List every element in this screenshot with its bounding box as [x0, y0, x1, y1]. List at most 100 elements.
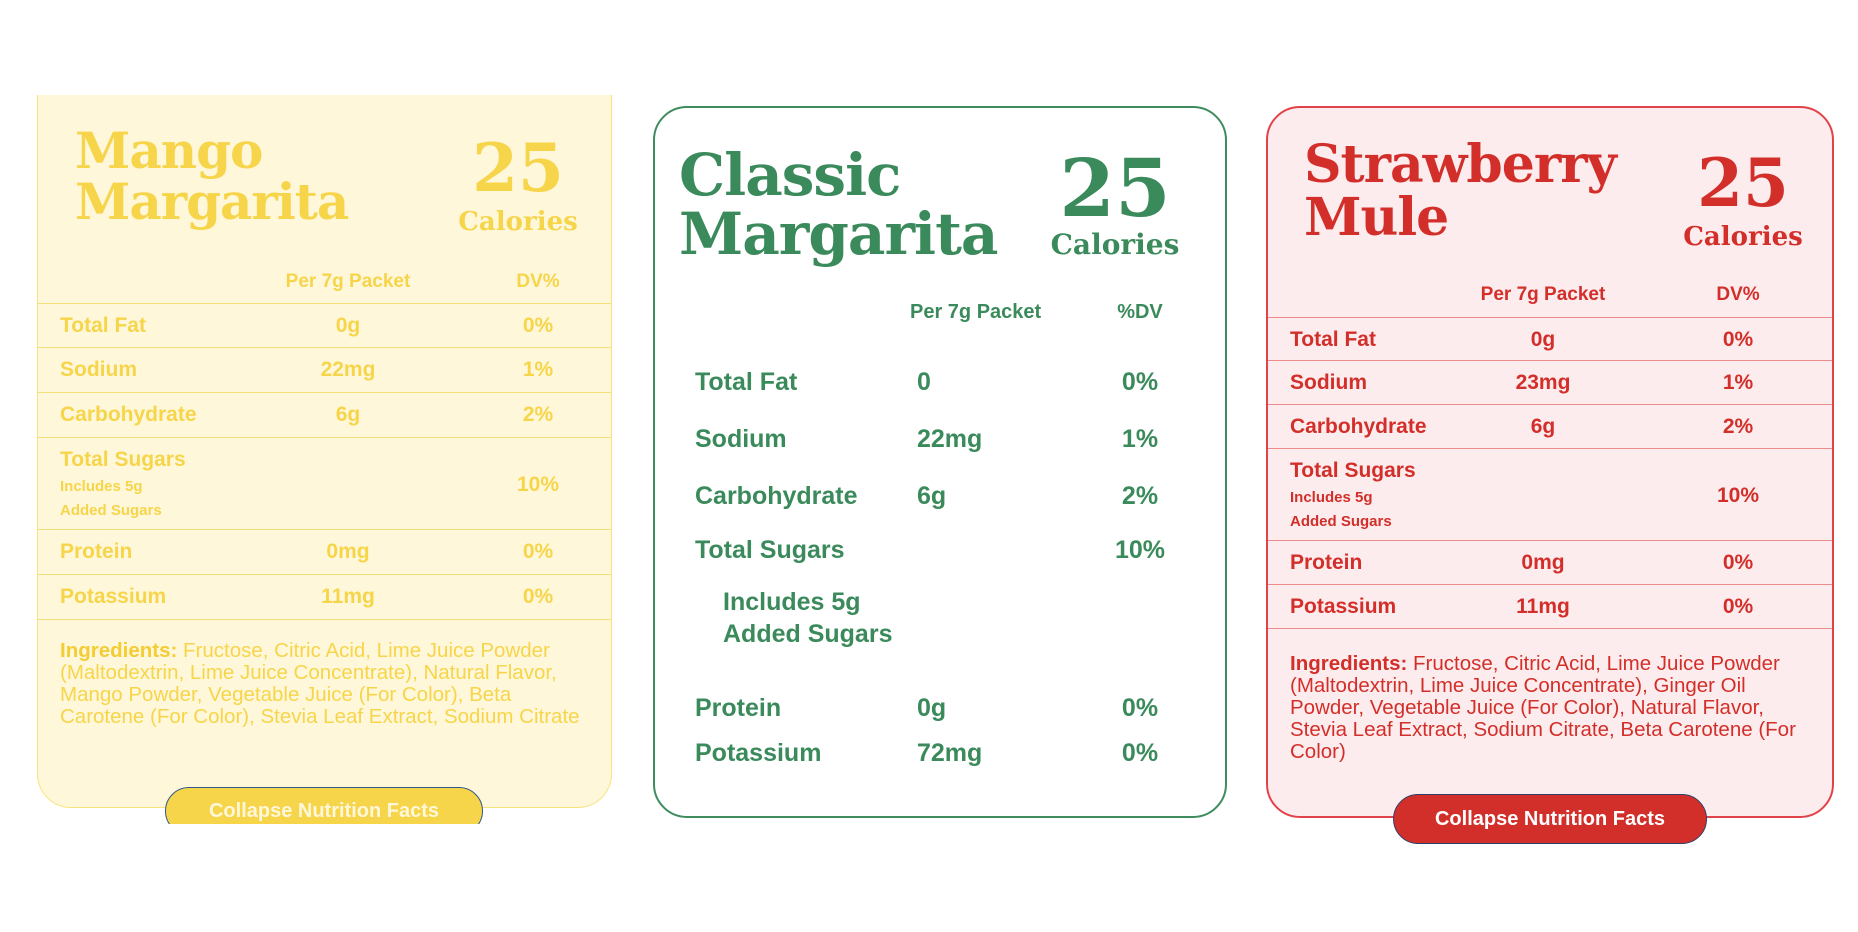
- nutrient-value: 0mg: [1521, 551, 1565, 574]
- nutrient-value: 23mg: [1515, 371, 1571, 394]
- nutrient-label: Total Sugars: [695, 536, 845, 564]
- card-title: Mango Margarita: [75, 121, 349, 231]
- nutrient-dv: 0%: [1722, 328, 1754, 351]
- nutrient-label: Potassium: [695, 739, 822, 767]
- nutrient-label: Potassium: [1290, 595, 1397, 618]
- nutrient-value: 6g: [1530, 415, 1556, 438]
- nutrient-label: Added Sugars: [723, 620, 893, 648]
- nutrient-dv: 1%: [1121, 425, 1159, 453]
- nutrient-value: 0g: [917, 694, 947, 722]
- nutrient-row-potassium: Potassium 11mg 0%: [38, 575, 611, 620]
- nutrient-value: 0g: [335, 314, 361, 337]
- nutrient-dv: 0%: [1722, 595, 1754, 618]
- nutrient-dv: 0%: [1121, 368, 1159, 396]
- calories-value: 25: [1697, 144, 1789, 222]
- nutrition-card-strawberry-mule: Strawberry Mule 25 Calories Per 7g Packe…: [1266, 106, 1834, 818]
- nutrient-row-sodium: Sodium 23mg 1%: [1268, 361, 1832, 405]
- nutrient-row-total-fat: Total Fat 0g 0%: [38, 303, 611, 348]
- column-header-per-packet: Per 7g Packet: [1480, 284, 1606, 305]
- nutrient-row-added-sugars: Includes 5g Added Sugars: [655, 588, 1225, 658]
- ingredients-label: Ingredients:: [1290, 652, 1408, 675]
- nutrient-sub-label: Includes 5g: [1290, 489, 1373, 506]
- nutrient-row-carbohydrate: Carbohydrate 6g 2%: [1268, 405, 1832, 449]
- nutrient-sub-label: Includes 5g: [60, 478, 143, 495]
- nutrient-value: 0g: [1530, 328, 1556, 351]
- card-title-line-2: Margarita: [679, 200, 998, 269]
- card-title-line-2: Margarita: [75, 172, 349, 231]
- nutrient-row-protein: Protein 0mg 0%: [38, 530, 611, 575]
- nutrient-dv: 1%: [522, 358, 554, 381]
- nutrient-row-total-fat: Total Fat 0 0%: [655, 368, 1225, 408]
- nutrient-dv: 0%: [522, 585, 554, 608]
- ingredients-list: Fructose, Citric Acid, Lime Juice Powder…: [1290, 652, 1796, 763]
- nutrient-row-carbohydrate: Carbohydrate 6g 2%: [38, 393, 611, 438]
- nutrient-label: Total Sugars: [1290, 459, 1416, 482]
- nutrient-dv: 2%: [1722, 415, 1754, 438]
- nutrient-dv: 2%: [522, 403, 554, 426]
- nutrient-value: 22mg: [917, 425, 983, 453]
- column-header-dv: %DV: [1117, 301, 1163, 323]
- nutrient-value: 72mg: [917, 739, 983, 767]
- card-title-line-1: Mango: [75, 121, 263, 180]
- collapse-nutrition-facts-button[interactable]: Collapse Nutrition Facts: [1393, 794, 1707, 844]
- nutrient-value: 0: [917, 368, 931, 396]
- nutrient-label: Carbohydrate: [1290, 415, 1427, 438]
- nutrient-label: Sodium: [1290, 371, 1367, 394]
- nutrient-dv: 0%: [1722, 551, 1754, 574]
- nutrient-row-protein: Protein 0g 0%: [655, 694, 1225, 734]
- card-title: Classic Margarita: [679, 141, 998, 269]
- nutrient-sub-label: Added Sugars: [1290, 513, 1392, 530]
- nutrient-row-sodium: Sodium 22mg 1%: [655, 425, 1225, 465]
- card-title-line-1: Classic: [679, 141, 901, 209]
- nutrient-row-potassium: Potassium 72mg 0%: [655, 739, 1225, 779]
- nutrient-label: Protein: [695, 694, 782, 722]
- nutrient-dv: 2%: [1121, 482, 1159, 510]
- nutrient-label: Includes 5g: [723, 588, 861, 616]
- nutrient-sub-label: Added Sugars: [60, 502, 162, 519]
- nutrient-dv: 0%: [1121, 694, 1159, 722]
- calories-label: Calories: [458, 207, 578, 237]
- column-header-dv: DV%: [1716, 284, 1760, 305]
- ingredients-list: Fructose, Citric Acid, Lime Juice Powder…: [60, 639, 580, 728]
- calories-value: 25: [472, 129, 564, 207]
- nutrient-label: Sodium: [60, 358, 137, 381]
- calories-value: 25: [1059, 141, 1171, 235]
- ingredients-label: Ingredients:: [60, 639, 178, 662]
- nutrient-dv: 0%: [1121, 739, 1159, 767]
- nutrient-row-protein: Protein 0mg 0%: [1268, 541, 1832, 585]
- nutrient-label: Carbohydrate: [60, 403, 197, 426]
- nutrient-label: Sodium: [695, 425, 787, 453]
- nutrient-dv: 10%: [516, 473, 560, 496]
- column-header-dv: DV%: [516, 271, 560, 292]
- column-header-per-packet: Per 7g Packet: [285, 271, 411, 292]
- nutrient-row-total-fat: Total Fat 0g 0%: [1268, 317, 1832, 361]
- nutrient-value: 6g: [335, 403, 361, 426]
- card-title-line-2: Mule: [1304, 187, 1449, 249]
- nutrient-value: 22mg: [320, 358, 376, 381]
- nutrient-value: 11mg: [321, 585, 375, 608]
- nutrient-row-total-sugars: Total Sugars Includes 5g Added Sugars 10…: [1268, 449, 1832, 541]
- nutrient-dv: 1%: [1722, 371, 1754, 394]
- nutrient-label: Protein: [1290, 551, 1363, 574]
- nutrient-value: 6g: [917, 482, 947, 510]
- nutrient-label: Potassium: [60, 585, 167, 608]
- nutrient-value: 0mg: [326, 540, 370, 563]
- nutrient-label: Protein: [60, 540, 133, 563]
- card-title-line-1: Strawberry: [1304, 134, 1617, 195]
- nutrient-label: Total Fat: [60, 314, 146, 337]
- nutrient-value: 11mg: [1516, 595, 1570, 618]
- nutrient-dv: 10%: [1716, 484, 1760, 507]
- column-header-per-packet: Per 7g Packet: [910, 301, 1042, 323]
- calories-label: Calories: [1683, 222, 1803, 252]
- calories-label: Calories: [1050, 228, 1180, 261]
- button-clip-mask: [160, 824, 490, 838]
- nutrient-dv: 0%: [522, 314, 554, 337]
- nutrient-row-carbohydrate: Carbohydrate 6g 2%: [655, 482, 1225, 522]
- nutrient-dv: 0%: [522, 540, 554, 563]
- nutrient-row-potassium: Potassium 11mg 0%: [1268, 585, 1832, 629]
- nutrient-row-sodium: Sodium 22mg 1%: [38, 348, 611, 393]
- nutrition-card-classic-margarita: Classic Margarita 25 Calories Per 7g Pac…: [653, 106, 1227, 818]
- nutrient-row-total-sugars: Total Sugars Includes 5g Added Sugars 10…: [38, 438, 611, 530]
- nutrient-label: Total Fat: [1290, 328, 1376, 351]
- nutrient-dv: 10%: [1114, 536, 1166, 564]
